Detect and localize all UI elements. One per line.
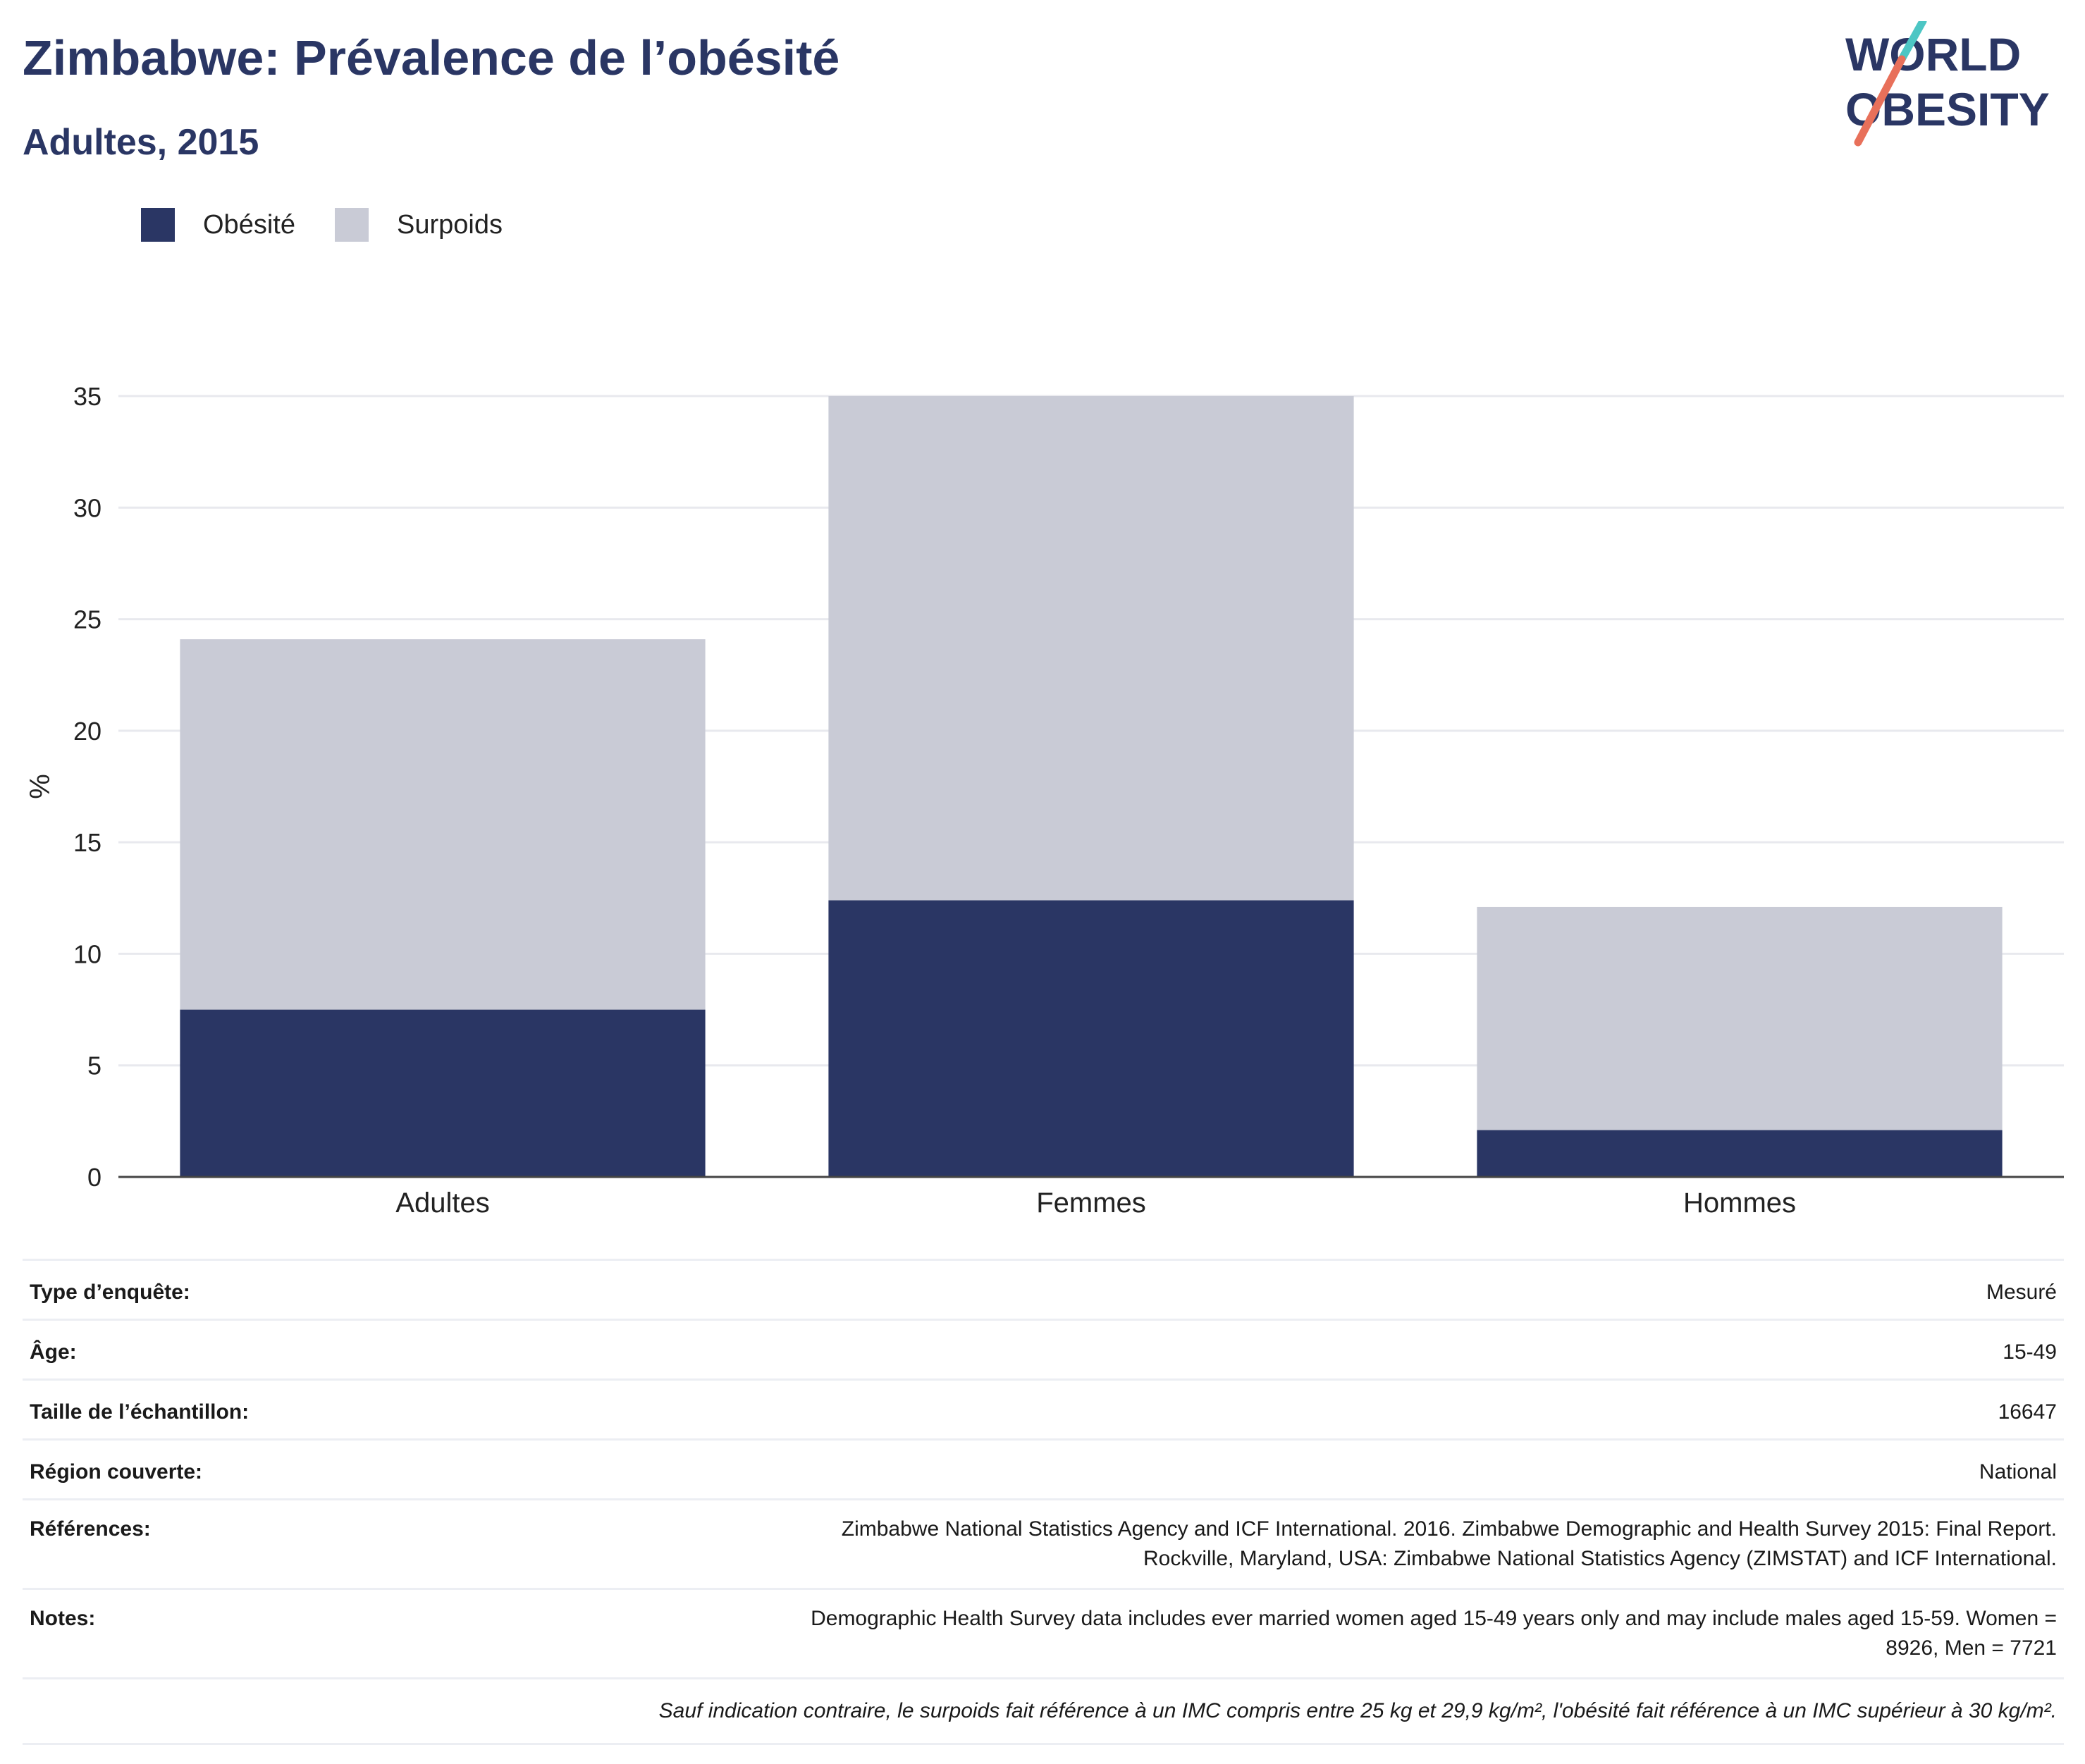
references-line-2: Rockville, Maryland, USA: Zimbabwe Natio… (1143, 1547, 2057, 1570)
logo-slash-teal (1898, 21, 1927, 63)
y-tick-label: 35 (73, 382, 102, 411)
info-key: Taille de l’échantillon: (30, 1400, 250, 1424)
bar-surpoids (180, 639, 706, 1010)
references-line-1: Zimbabwe National Statistics Agency and … (841, 1517, 2057, 1541)
y-tick-label: 20 (73, 717, 102, 746)
info-key: Type d’enquête: (30, 1281, 190, 1304)
legend: Obésité Surpoids (141, 208, 542, 242)
legend-label-obesite: Obésité (203, 209, 295, 240)
info-key: Âge: (30, 1340, 77, 1364)
info-value: 15-49 (2003, 1340, 2057, 1364)
bar-surpoids (1477, 906, 2003, 1130)
info-value: 16647 (1998, 1400, 2057, 1424)
y-axis-label: % (25, 774, 56, 799)
x-tick-label: Adultes (395, 1188, 489, 1219)
info-key: Références: (30, 1517, 151, 1541)
info-key: Région couverte: (30, 1460, 203, 1484)
chart-subtitle: Adultes, 2015 (23, 122, 259, 163)
info-row-notes: Notes: Demographic Health Survey data in… (23, 1589, 2064, 1679)
y-tick-label: 30 (73, 493, 102, 522)
x-tick-label: Hommes (1683, 1188, 1796, 1219)
info-value: National (1979, 1460, 2057, 1484)
legend-label-surpoids: Surpoids (396, 209, 503, 240)
info-value: Demographic Health Survey data includes … (403, 1589, 2064, 1679)
world-obesity-logo: WORLD OBESITY (1845, 21, 2050, 147)
chart-title: Zimbabwe: Prévalence de l’obésité (23, 30, 840, 85)
info-value: Zimbabwe National Statistics Agency and … (403, 1500, 2064, 1589)
legend-swatch-surpoids (334, 208, 369, 242)
survey-info-table: Type d’enquête: Mesuré Âge: 15-49 Taille… (23, 1259, 2064, 1745)
info-row-footnote: Sauf indication contraire, le surpoids f… (23, 1678, 2064, 1744)
y-tick-label: 5 (87, 1051, 102, 1080)
legend-swatch-obesite (141, 208, 175, 242)
bar-chart: 0 5 10 15 20 25 30 35% Adultes Femmes Hommes (25, 382, 2064, 1219)
legend-item-surpoids: Surpoids (334, 208, 503, 242)
info-value: Mesuré (1986, 1281, 2057, 1304)
footnote: Sauf indication contraire, le surpoids f… (658, 1699, 2057, 1722)
legend-item-obesite: Obésité (141, 208, 295, 242)
info-row-age: Âge: 15-49 (23, 1319, 2064, 1380)
y-tick-label: 10 (73, 939, 102, 968)
info-row-sample-size: Taille de l’échantillon: 16647 (23, 1379, 2064, 1440)
x-tick-label: Femmes (1036, 1188, 1146, 1219)
info-key: Notes: (30, 1607, 96, 1630)
notes-line-2: 8926, Men = 7721 (1886, 1636, 2057, 1660)
bar-surpoids (828, 396, 1354, 901)
info-row-survey-type: Type d’enquête: Mesuré (23, 1259, 2064, 1320)
y-tick-label: 25 (73, 605, 102, 634)
y-tick-label: 0 (87, 1163, 102, 1192)
bar-obesite (180, 1009, 706, 1177)
logo-line-1: WORLD (1845, 28, 2021, 80)
logo-slash-coral (1854, 55, 1906, 147)
bar-obesite (1477, 1130, 2003, 1177)
y-tick-label: 15 (73, 828, 102, 857)
notes-line-1: Demographic Health Survey data includes … (811, 1607, 2057, 1630)
info-row-references: Références: Zimbabwe National Statistics… (23, 1499, 2064, 1589)
bar-obesite (828, 900, 1354, 1177)
info-row-region: Région couverte: National (23, 1439, 2064, 1500)
